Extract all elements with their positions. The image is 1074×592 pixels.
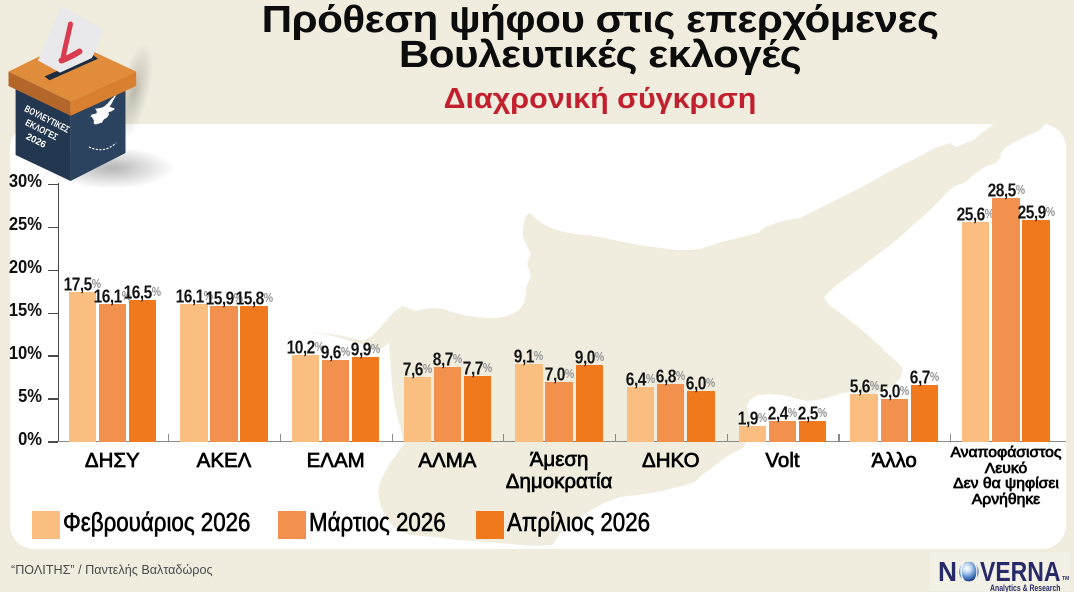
svg-text:VERNA: VERNA — [980, 556, 1061, 587]
svg-text:TM: TM — [1062, 576, 1069, 582]
svg-text:N: N — [938, 556, 957, 587]
svg-text:Analytics & Research: Analytics & Research — [990, 583, 1061, 592]
